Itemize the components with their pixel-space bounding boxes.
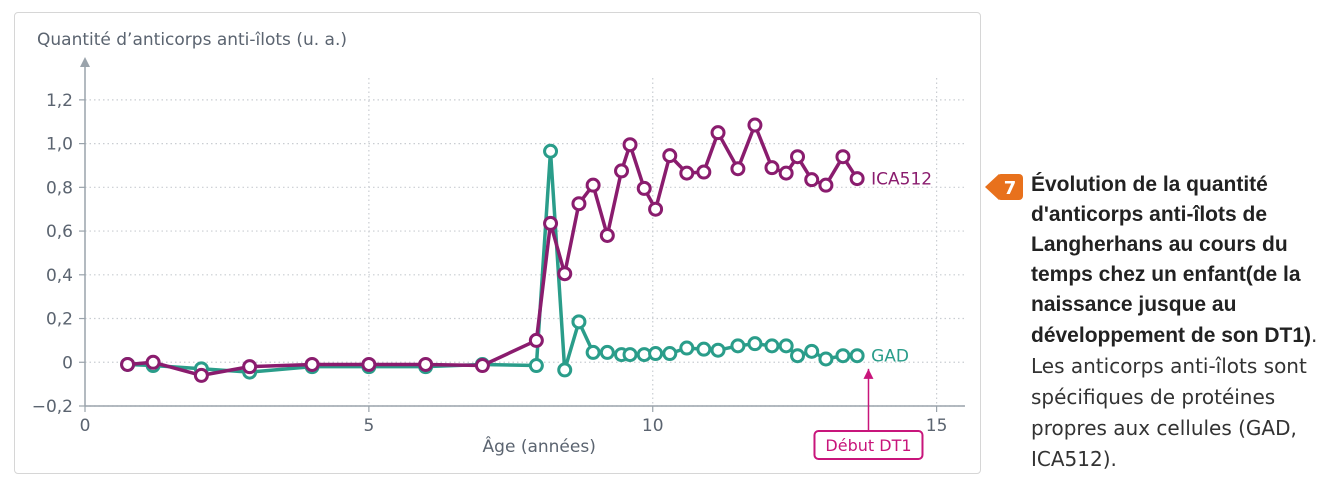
figure-number: 7 bbox=[1004, 178, 1017, 199]
data-point bbox=[835, 348, 851, 364]
ticks: −0,2 0 0,2 0,4 0,6 0,8 1,0 1,2 0 5 10 15 bbox=[32, 91, 948, 436]
y-axis-title: Quantité d’anticorps anti-îlots (u. a.) bbox=[37, 30, 347, 50]
data-point bbox=[585, 177, 601, 193]
series-label-ica512: ICA512 bbox=[871, 170, 932, 190]
data-point bbox=[193, 367, 209, 383]
data-point bbox=[599, 344, 615, 360]
data-point bbox=[474, 358, 490, 374]
annotation-box bbox=[813, 430, 924, 460]
data-point bbox=[696, 164, 712, 180]
y-tick-label: 0,4 bbox=[46, 266, 73, 286]
series-gad: GAD bbox=[120, 143, 909, 380]
annotation-label: Début DT1 bbox=[825, 436, 911, 455]
annotation: Début DT1 bbox=[813, 368, 924, 460]
data-point bbox=[636, 180, 652, 196]
data-point bbox=[764, 160, 780, 176]
data-point bbox=[571, 314, 587, 330]
data-point bbox=[778, 338, 794, 354]
grid bbox=[85, 78, 965, 407]
x-tick-label: 10 bbox=[642, 416, 664, 436]
data-point bbox=[648, 346, 664, 362]
chart: Quantité d’anticorps anti-îlots (u. a.) … bbox=[32, 30, 965, 460]
data-point bbox=[764, 338, 780, 354]
y-tick-label: 0,2 bbox=[46, 310, 73, 330]
figure-number-badge: 7 bbox=[985, 174, 1023, 200]
data-point bbox=[835, 149, 851, 165]
data-point bbox=[648, 201, 664, 217]
x-tick-label: 0 bbox=[80, 416, 91, 436]
data-point bbox=[120, 356, 136, 372]
data-point bbox=[662, 148, 678, 164]
data-point bbox=[622, 347, 638, 363]
data-point bbox=[679, 165, 695, 181]
data-point bbox=[818, 177, 834, 193]
x-axis-title: Âge (années) bbox=[483, 435, 596, 457]
data-point bbox=[145, 354, 161, 370]
caption-text: Évolution de la quantité d'anticorps ant… bbox=[1031, 170, 1330, 475]
caption-title: Évolution de la quantité d'anticorps ant… bbox=[1031, 173, 1312, 347]
y-tick-label: 0 bbox=[62, 353, 73, 373]
data-point bbox=[710, 125, 726, 141]
data-point bbox=[543, 143, 559, 159]
y-tick-label: 1,2 bbox=[46, 91, 73, 111]
series-line-gad bbox=[127, 149, 858, 374]
caption-body: . Les anticorps anti-îlots sont spécifiq… bbox=[1031, 323, 1318, 471]
badge-box bbox=[997, 174, 1023, 200]
data-point bbox=[662, 346, 678, 362]
chart-panel: Quantité d’anticorps anti-îlots (u. a.) … bbox=[14, 12, 981, 474]
data-point bbox=[804, 343, 820, 359]
series-label-gad: GAD bbox=[871, 347, 909, 367]
y-tick-label: 0,6 bbox=[46, 222, 73, 242]
data-point bbox=[818, 351, 834, 367]
series-line-ica512 bbox=[127, 123, 859, 378]
y-tick-label: 0,8 bbox=[46, 178, 73, 198]
data-point bbox=[242, 359, 258, 375]
series-ica512: ICA512 bbox=[120, 117, 932, 383]
data-point bbox=[730, 338, 746, 354]
annotation-arrow-icon bbox=[863, 368, 874, 379]
data-point bbox=[557, 266, 573, 282]
data-point bbox=[747, 117, 763, 133]
data-point bbox=[543, 215, 559, 231]
x-tick-label: 5 bbox=[363, 416, 374, 436]
data-point bbox=[747, 336, 763, 352]
y-tick-label: 1,0 bbox=[46, 135, 73, 155]
data-point bbox=[849, 171, 865, 187]
data-point bbox=[599, 227, 615, 243]
data-point bbox=[778, 165, 794, 181]
axes: Quantité d’anticorps anti-îlots (u. a.) … bbox=[37, 30, 965, 457]
series: GAD ICA512 bbox=[120, 117, 932, 383]
data-point bbox=[528, 358, 544, 374]
data-point bbox=[585, 344, 601, 360]
data-point bbox=[557, 362, 573, 378]
data-point bbox=[528, 332, 544, 348]
y-tick-label: −0,2 bbox=[32, 397, 73, 417]
data-point bbox=[361, 356, 377, 372]
data-point bbox=[804, 172, 820, 188]
data-point bbox=[849, 348, 865, 364]
data-point bbox=[614, 163, 630, 179]
data-point bbox=[679, 340, 695, 356]
data-point bbox=[790, 149, 806, 165]
y-axis-arrow-icon bbox=[80, 57, 90, 67]
badge-arrow-icon bbox=[985, 174, 999, 200]
data-point bbox=[418, 356, 434, 372]
data-point bbox=[571, 196, 587, 212]
data-point bbox=[710, 342, 726, 358]
data-point bbox=[790, 348, 806, 364]
data-point bbox=[696, 341, 712, 357]
data-point bbox=[622, 137, 638, 153]
x-tick-label: 15 bbox=[926, 416, 948, 436]
data-point bbox=[304, 356, 320, 372]
data-point bbox=[730, 161, 746, 177]
